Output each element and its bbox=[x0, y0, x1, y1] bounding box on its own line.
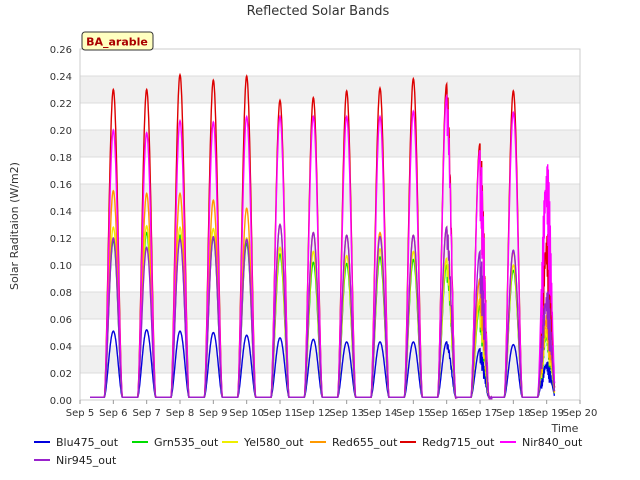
legend-label: Redg715_out bbox=[422, 435, 495, 449]
legend-swatch bbox=[500, 441, 516, 443]
x-tick-label: Sep 16 bbox=[429, 408, 464, 419]
x-tick-label: Sep 15 bbox=[396, 408, 431, 419]
x-tick-label: Sep 8 bbox=[166, 408, 194, 419]
grid-band bbox=[80, 292, 580, 319]
chart-title: Reflected Solar Bands bbox=[247, 4, 390, 19]
x-tick-label: Sep 9 bbox=[199, 408, 227, 419]
legend-label: Yel580_out bbox=[244, 435, 304, 449]
legend-swatch bbox=[400, 441, 416, 443]
annotation-label: BA_arable bbox=[86, 36, 148, 49]
legend-item-nir945-out: Nir945_out bbox=[34, 452, 116, 468]
y-tick-label: 0.08 bbox=[50, 288, 72, 299]
x-tick-label: Sep 11 bbox=[263, 408, 298, 419]
grid-band bbox=[80, 76, 580, 103]
y-axis-label: Solar Raditaion (W/m2) bbox=[8, 162, 21, 290]
y-tick-label: 0.18 bbox=[50, 153, 72, 164]
legend-item-redg715-out: Redg715_out bbox=[400, 434, 494, 450]
y-tick-label: 0.14 bbox=[50, 207, 72, 218]
y-tick-label: 0.26 bbox=[50, 45, 72, 56]
legend-swatch bbox=[222, 441, 238, 443]
series-layer bbox=[90, 72, 556, 401]
grid-bands bbox=[80, 76, 580, 373]
y-tick-label: 0.06 bbox=[50, 315, 72, 326]
grid-band bbox=[80, 346, 580, 373]
x-axis-label: Time bbox=[551, 422, 579, 435]
x-tick-label: Sep 13 bbox=[329, 408, 364, 419]
y-tick-label: 0.10 bbox=[50, 261, 72, 272]
x-tick-label: Sep 5 bbox=[66, 408, 94, 419]
x-tick-label: Sep 10 bbox=[229, 408, 264, 419]
x-tick-label: Sep 14 bbox=[363, 408, 398, 419]
x-tick-label: Sep 7 bbox=[132, 408, 160, 419]
y-tick-label: 0.00 bbox=[50, 396, 72, 407]
legend-item-grn535-out: Grn535_out bbox=[132, 434, 218, 450]
legend-swatch bbox=[132, 441, 148, 443]
x-tick-label: Sep 12 bbox=[296, 408, 331, 419]
annotation-box: BA_arable bbox=[81, 31, 154, 51]
legend-item-blu475-out: Blu475_out bbox=[34, 434, 118, 450]
grid-band bbox=[80, 130, 580, 157]
legend-swatch bbox=[34, 441, 50, 443]
x-tick-label: Sep 18 bbox=[496, 408, 531, 419]
y-tick-label: 0.20 bbox=[50, 126, 72, 137]
x-tick-label: Sep 20 bbox=[563, 408, 598, 419]
legend-label: Grn535_out bbox=[154, 435, 219, 449]
legend-item-nir840-out: Nir840_out bbox=[500, 434, 582, 450]
x-tick-label: Sep 17 bbox=[463, 408, 498, 419]
x-tick-label: Sep 6 bbox=[99, 408, 127, 419]
y-ticks: 0.00 0.02 0.04 0.06 0.08 0.10 0.12 0.14 0.16 0.18… bbox=[50, 45, 72, 407]
legend-item-red655-out: Red655_out bbox=[310, 434, 397, 450]
x-tick-label: Sep 19 bbox=[529, 408, 564, 419]
y-tick-label: 0.22 bbox=[50, 99, 72, 110]
legend: Blu475_out Grn535_out Yel580_out Red655_out… bbox=[34, 434, 634, 474]
y-tick-label: 0.02 bbox=[50, 369, 72, 380]
legend-swatch bbox=[34, 459, 50, 461]
legend-label: Blu475_out bbox=[56, 435, 119, 449]
y-tick-label: 0.16 bbox=[50, 180, 72, 191]
legend-label: Nir840_out bbox=[522, 435, 583, 449]
series-line-nir945-out bbox=[90, 223, 556, 401]
plot-frame bbox=[79, 48, 581, 401]
y-tick-label: 0.24 bbox=[50, 72, 72, 83]
grid-band bbox=[80, 184, 580, 211]
y-tick-label: 0.12 bbox=[50, 234, 72, 245]
legend-label: Red655_out bbox=[332, 435, 398, 449]
legend-label: Nir945_out bbox=[56, 453, 117, 467]
legend-item-yel580-out: Yel580_out bbox=[222, 434, 304, 450]
grid-band bbox=[80, 238, 580, 265]
legend-swatch bbox=[310, 441, 326, 443]
y-tick-label: 0.04 bbox=[50, 342, 72, 353]
